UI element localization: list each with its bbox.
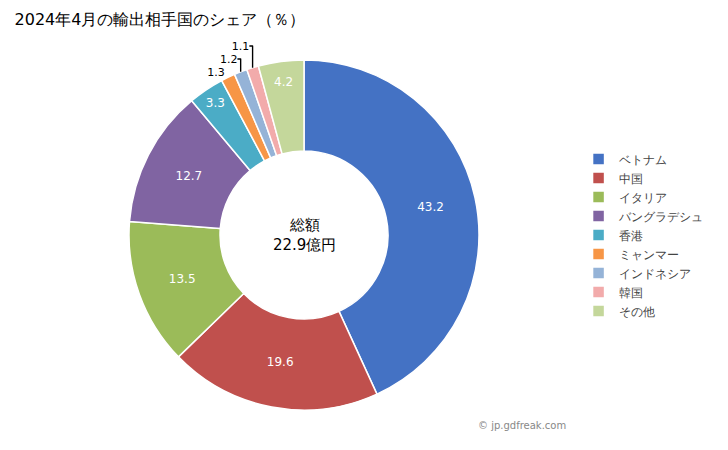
svg-text:韓国: 韓国 bbox=[619, 286, 643, 300]
svg-text:総額22.9億円: 総額22.9億円 bbox=[273, 216, 336, 254]
svg-text:© jp.gdfreak.com: © jp.gdfreak.com bbox=[478, 420, 566, 431]
svg-text:ベトナム: ベトナム bbox=[619, 153, 667, 167]
svg-text:4.2: 4.2 bbox=[274, 75, 293, 89]
svg-text:19.6: 19.6 bbox=[267, 355, 294, 369]
svg-text:43.2: 43.2 bbox=[417, 200, 444, 214]
svg-text:2024年4月の輸出相手国のシェア（％）: 2024年4月の輸出相手国のシェア（％） bbox=[15, 10, 306, 29]
svg-text:バングラデシュ: バングラデシュ bbox=[618, 210, 703, 224]
svg-text:1.1: 1.1 bbox=[232, 40, 250, 53]
svg-text:インドネシア: インドネシア bbox=[619, 267, 691, 281]
svg-text:1.3: 1.3 bbox=[207, 66, 225, 79]
svg-text:1.2: 1.2 bbox=[220, 53, 238, 66]
svg-text:中国: 中国 bbox=[619, 172, 643, 186]
svg-text:イタリア: イタリア bbox=[619, 191, 667, 205]
svg-text:香港: 香港 bbox=[619, 229, 643, 243]
svg-text:ミャンマー: ミャンマー bbox=[619, 248, 679, 262]
svg-text:その他: その他 bbox=[619, 305, 655, 319]
svg-text:13.5: 13.5 bbox=[169, 272, 196, 286]
svg-text:12.7: 12.7 bbox=[176, 169, 203, 183]
svg-text:3.3: 3.3 bbox=[206, 96, 225, 110]
